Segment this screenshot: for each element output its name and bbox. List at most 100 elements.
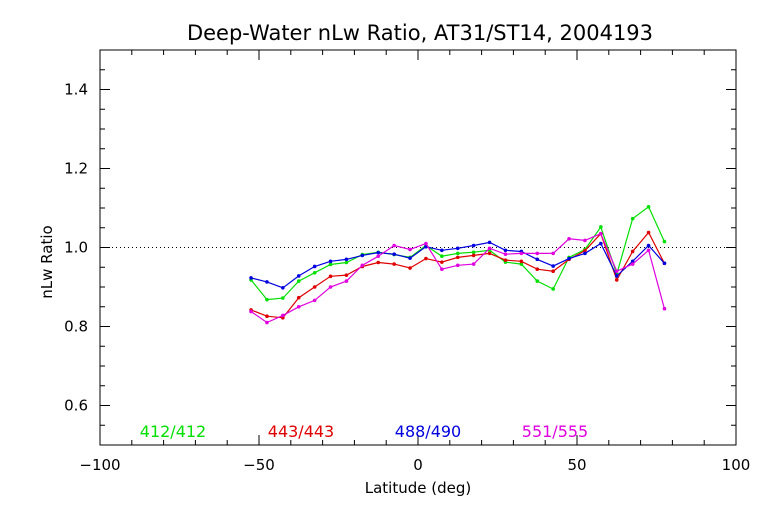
data-point (630, 249, 635, 254)
data-point (614, 269, 619, 274)
data-point (249, 309, 253, 314)
data-point (535, 279, 540, 283)
data-point (599, 231, 603, 236)
data-point (440, 248, 444, 253)
series-412-412 (249, 205, 667, 302)
x-tick-label: −100 (79, 456, 120, 474)
data-point (551, 287, 555, 291)
data-point (312, 285, 317, 289)
data-point (455, 255, 460, 260)
data-point (328, 274, 333, 279)
y-tick-label: 1.0 (64, 239, 88, 257)
data-point (281, 313, 285, 318)
data-point (408, 247, 412, 252)
data-point (440, 254, 444, 258)
data-point (646, 230, 651, 235)
data-point (265, 280, 269, 284)
data-point (519, 251, 524, 256)
data-point (408, 266, 412, 270)
data-point (583, 248, 587, 253)
data-point (455, 246, 460, 251)
data-point (662, 306, 667, 311)
data-point (630, 262, 635, 266)
data-point (599, 241, 603, 246)
x-tick-label: 50 (567, 456, 586, 474)
y-tick-label: 0.6 (64, 397, 88, 415)
data-point (249, 276, 253, 280)
data-point (630, 216, 635, 221)
data-point (614, 278, 619, 282)
data-point (583, 251, 587, 256)
data-point (535, 251, 540, 256)
data-point (567, 256, 571, 261)
data-point (312, 264, 317, 269)
data-point (424, 256, 428, 261)
x-tick-label: 0 (413, 456, 423, 474)
data-point (392, 243, 396, 248)
data-point (662, 261, 667, 266)
data-point (503, 252, 508, 257)
data-point (344, 260, 349, 265)
series-443-443 (249, 230, 667, 320)
data-point (344, 257, 349, 262)
data-point (646, 248, 651, 253)
data-point (471, 262, 476, 266)
data-point (551, 251, 555, 256)
data-point (583, 238, 587, 243)
data-point (487, 246, 492, 251)
data-point (519, 259, 524, 264)
data-point (455, 251, 460, 256)
data-point (360, 263, 365, 268)
data-point (503, 248, 508, 253)
series-layer (249, 205, 667, 325)
data-point (265, 320, 269, 325)
x-tick-label: 100 (722, 456, 751, 474)
data-point (328, 285, 333, 289)
data-point (646, 243, 651, 248)
data-point (296, 304, 301, 309)
axis-ticks: −100 −50 0 50 100 0.6 0.8 1.0 1.2 1.4 (64, 49, 751, 474)
data-point (265, 297, 269, 302)
data-point (296, 279, 301, 283)
series-line (250, 231, 665, 319)
data-point (551, 264, 555, 268)
data-point (408, 256, 412, 260)
data-point (646, 205, 651, 209)
data-point (296, 274, 301, 278)
data-point (424, 241, 428, 246)
data-point (535, 267, 540, 272)
data-point (312, 270, 317, 275)
data-point (296, 295, 301, 300)
data-point (471, 243, 476, 248)
data-point (551, 269, 555, 274)
data-point (440, 267, 444, 272)
legend-entry: 488/490 (395, 422, 461, 441)
y-tick-label: 1.2 (64, 160, 88, 178)
data-point (487, 251, 492, 256)
data-point (376, 260, 381, 265)
data-point (599, 225, 603, 229)
data-point (376, 250, 381, 255)
data-point (662, 239, 667, 244)
data-point (328, 259, 333, 264)
y-axis-label: nLw Ratio (38, 225, 56, 298)
legend-entry: 551/555 (522, 422, 588, 441)
data-point (614, 274, 619, 278)
data-point (265, 314, 269, 319)
data-point (503, 258, 508, 262)
data-point (312, 298, 317, 303)
series-551-555 (249, 231, 667, 325)
x-axis-label: Latitude (deg) (365, 479, 471, 497)
legend-entry: 412/412 (140, 422, 206, 441)
data-point (281, 296, 285, 300)
x-tick-label: −50 (243, 456, 275, 474)
chart-title: Deep-Water nLw Ratio, AT31/ST14, 2004193 (187, 21, 653, 45)
data-point (567, 237, 571, 241)
data-point (281, 285, 285, 290)
data-point (376, 254, 381, 258)
legend-entry: 443/443 (268, 422, 334, 441)
data-point (344, 273, 349, 277)
data-point (392, 252, 396, 257)
data-point (519, 262, 524, 266)
